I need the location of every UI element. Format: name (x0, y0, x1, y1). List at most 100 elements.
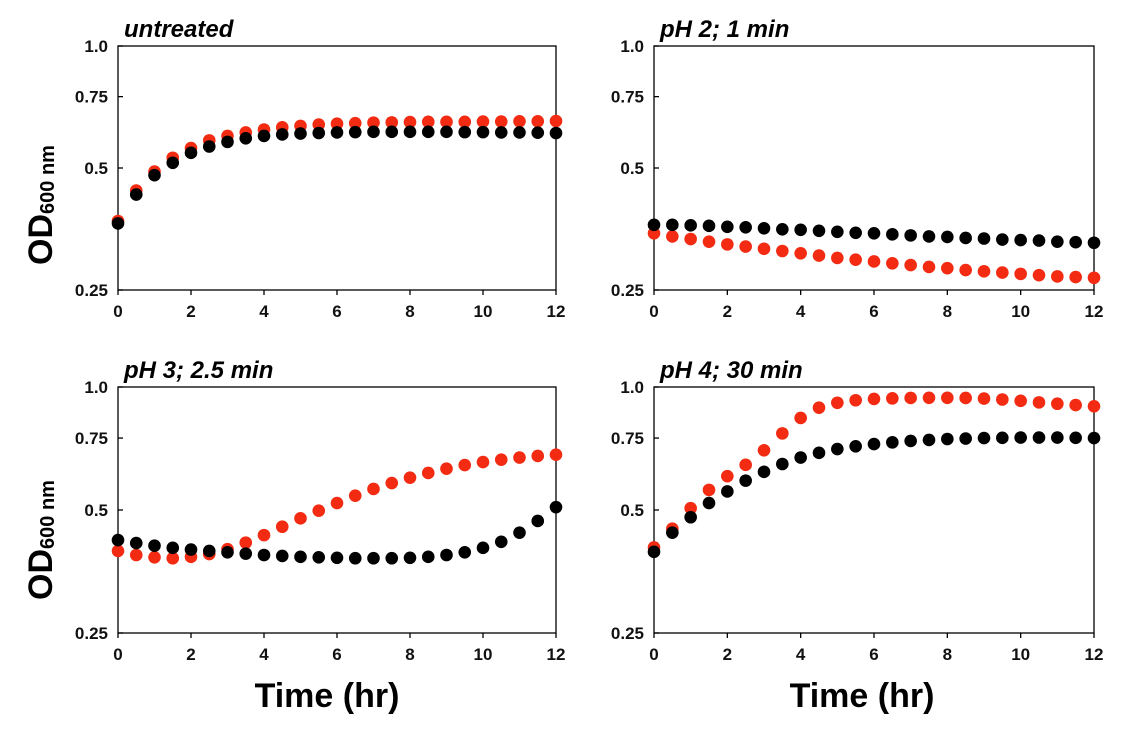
data-point-black (702, 496, 716, 510)
x-tick-label: 10 (1011, 645, 1030, 664)
data-point-red (959, 391, 972, 405)
data-point-red (959, 263, 972, 277)
data-point-black (367, 125, 380, 139)
data-point-red (721, 238, 734, 251)
x-tick-label: 12 (547, 302, 566, 321)
data-point-red (531, 114, 545, 128)
data-point-red (330, 117, 344, 131)
plot-frame (653, 386, 1095, 634)
data-point-red (476, 455, 490, 469)
data-point-black (776, 222, 789, 236)
y-tick-label: 0.75 (611, 88, 644, 107)
data-point-black (367, 551, 380, 565)
data-point-black (922, 433, 936, 447)
x-tick-label: 10 (474, 302, 493, 321)
data-point-red (941, 391, 954, 405)
data-point-red (385, 116, 399, 129)
data-point-black (904, 434, 917, 448)
chart-panel-4: pH 4; 30 min 0.25 0.5 0.75 1.0 0 2 4 6 8 10 12 (611, 357, 1104, 664)
data-point-black (421, 550, 435, 564)
y-tick-label: 0.5 (84, 501, 108, 520)
data-point-red (421, 115, 435, 129)
panel-title: pH 4; 30 min (659, 357, 803, 384)
data-point-red (666, 230, 679, 243)
data-point-black (111, 217, 125, 230)
data-point-black (458, 545, 472, 559)
data-point-black (849, 226, 862, 240)
data-point-red (513, 451, 526, 464)
data-point-black (647, 218, 661, 232)
data-point-black (684, 510, 697, 524)
data-point-black (257, 548, 271, 562)
data-point-black (440, 125, 453, 139)
x-axis-label-right: Time (hr) (790, 677, 935, 715)
y-tick-label: 0.25 (75, 281, 108, 300)
data-point-red (1087, 399, 1101, 413)
data-point-black (959, 432, 972, 445)
y-axis-label-top: OD600 nm (22, 145, 60, 265)
data-point-black (702, 219, 716, 233)
data-point-black (739, 220, 752, 234)
y-tick-label: 1.0 (84, 37, 108, 56)
data-point-black (684, 219, 697, 232)
data-point-black (531, 514, 545, 528)
data-point-black (184, 146, 198, 160)
data-point-red (458, 458, 472, 472)
data-point-red (421, 466, 435, 480)
data-point-black (129, 188, 143, 201)
data-point-black (385, 125, 399, 139)
x-tick-label: 10 (474, 645, 493, 664)
data-point-black (757, 465, 771, 479)
data-point-red (1051, 270, 1064, 283)
plot-frame (117, 386, 557, 634)
data-point-black (794, 451, 807, 464)
x-tick-label: 10 (1011, 302, 1030, 321)
data-point-black (941, 230, 954, 244)
data-point-black (1069, 235, 1082, 249)
x-tick-label: 4 (259, 302, 269, 321)
y-tick-label: 0.25 (75, 624, 108, 643)
data-point-black (440, 548, 453, 562)
data-point-black (1032, 234, 1046, 247)
data-point-red (812, 249, 826, 262)
data-point-black (831, 225, 844, 239)
data-point-red (977, 265, 991, 278)
x-tick-label: 0 (649, 645, 658, 664)
x-tick-label: 2 (186, 302, 195, 321)
data-point-red (1051, 397, 1064, 411)
data-point-red (702, 483, 716, 497)
y-tick-label: 0.75 (75, 429, 108, 448)
data-point-black (1051, 431, 1064, 444)
data-point-black (239, 131, 253, 145)
plot-frame (117, 45, 557, 291)
data-point-red (1069, 270, 1082, 284)
data-point-black (886, 228, 899, 241)
data-point-red (440, 115, 453, 129)
data-point-red (348, 116, 362, 130)
data-point-red (831, 396, 844, 410)
data-point-black (184, 543, 198, 556)
series-black (647, 431, 1101, 559)
plot-frame (653, 45, 1095, 291)
y-axis-label-bottom: OD600 nm (22, 480, 60, 600)
data-point-black (257, 129, 271, 143)
data-point-black (166, 541, 180, 555)
series-red (647, 391, 1101, 554)
data-point-red (941, 261, 954, 275)
data-point-black (996, 233, 1009, 246)
data-point-black (494, 126, 508, 139)
data-point-black (959, 231, 972, 245)
x-tick-label: 6 (332, 645, 341, 664)
data-point-red (757, 443, 771, 457)
data-point-black (1014, 233, 1027, 247)
data-point-red (684, 232, 697, 246)
data-point-red (1087, 271, 1101, 285)
data-point-black (513, 526, 526, 539)
data-point-red (904, 258, 917, 272)
data-point-red (257, 528, 271, 542)
data-point-black (1069, 431, 1082, 445)
x-tick-label: 8 (405, 302, 414, 321)
data-point-black (330, 551, 344, 565)
panel-title: pH 2; 1 min (659, 16, 789, 43)
data-point-black (721, 220, 734, 234)
